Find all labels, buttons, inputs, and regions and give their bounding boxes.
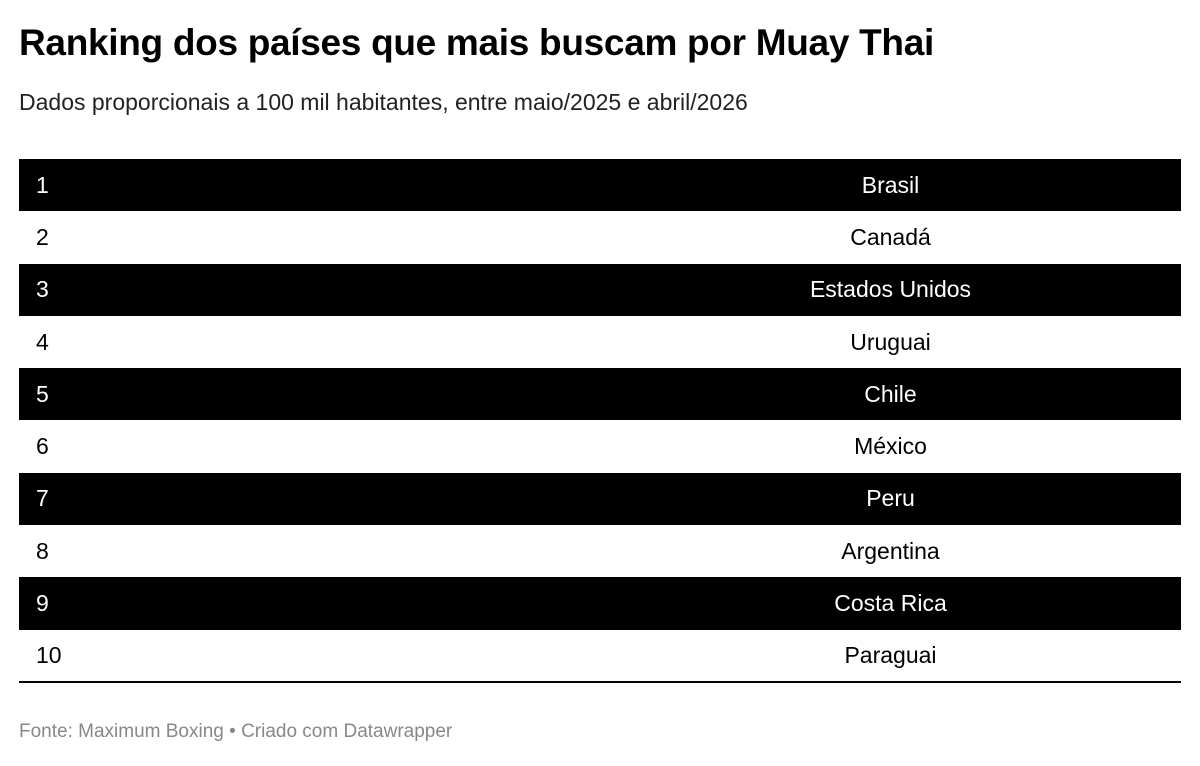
table-row: 7 Peru [19,472,1181,526]
table-row: 4 Uruguai [19,316,1181,368]
country-cell: Estados Unidos [600,263,1181,316]
table-row: 3 Estados Unidos [19,263,1181,316]
country-cell: Brasil [600,159,1181,212]
country-cell: México [854,433,927,460]
rank-cell: 4 [36,328,49,355]
footer: Fonte: Maximum Boxing • Criado com Dataw… [19,721,453,742]
rank-cell: 2 [36,223,49,250]
country-cell: Uruguai [850,328,931,355]
rank-cell: 8 [36,537,49,564]
title: Ranking dos países que mais buscam por M… [19,22,934,63]
table-row: 5 Chile [19,368,1181,421]
ranking-table: 1 Brasil 2 Canadá 3 Estados Unidos 4 Uruguai 5 Ch… [19,159,1181,683]
country-cell: Argentina [841,537,940,564]
table-row: 2 Canadá [19,211,1181,263]
rank-cell: 5 [19,368,600,421]
table-row: 1 Brasil [19,159,1181,212]
country-cell: Costa Rica [600,577,1181,630]
table-row: 9 Costa Rica [19,577,1181,630]
country-cell: Chile [600,368,1181,421]
table-row: 8 Argentina [19,525,1181,577]
country-cell: Canadá [850,223,931,250]
table-row: 10 Paraguai [19,629,1181,683]
subtitle: Dados proporcionais a 100 mil habitantes… [19,89,748,115]
rank-cell: 1 [19,159,600,212]
country-cell: Peru [600,472,1181,526]
rank-cell: 3 [19,263,600,316]
rank-cell: 9 [19,577,600,630]
country-cell: Paraguai [600,629,1181,683]
rank-cell: 6 [36,433,49,460]
rank-cell: 10 [19,629,600,683]
table-row: 6 México [19,420,1181,472]
rank-cell: 7 [19,472,600,526]
